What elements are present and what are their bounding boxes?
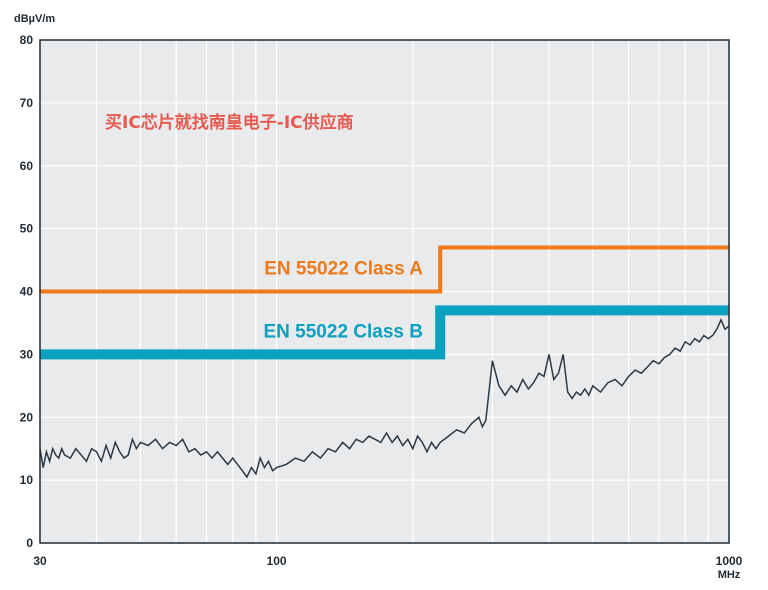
y-tick-label: 80 [20, 33, 34, 47]
y-tick-label: 70 [20, 96, 34, 110]
x-tick-label: 100 [267, 554, 287, 568]
labels: EN 55022 Class A EN 55022 Class B [264, 259, 424, 343]
y-tick-label: 60 [20, 159, 34, 173]
y-tick-label: 10 [20, 473, 34, 487]
y-tick-label: 20 [20, 410, 34, 424]
class-a-limit-line [40, 245, 729, 294]
x-axis-unit: MHz [718, 569, 741, 581]
class-a-label: EN 55022 Class A [264, 259, 423, 280]
axes: 0 10 20 30 40 50 60 70 80 30 100 1000 dBµV/m MHz [14, 13, 743, 581]
y-axis-unit: dBµV/m [14, 13, 55, 25]
watermark-text: 买IC芯片就找南皇电子-IC供应商 [105, 112, 354, 133]
y-tick-label: 50 [20, 222, 34, 236]
class-b-limit-line [40, 305, 729, 360]
x-tick-label: 1000 [716, 554, 743, 568]
series-layer [39, 245, 730, 479]
y-tick-label: 40 [20, 285, 34, 299]
measurement-line [39, 317, 730, 479]
plot-frame [39, 39, 730, 544]
x-tick-label: 30 [33, 554, 47, 568]
class-b-label: EN 55022 Class B [264, 321, 424, 342]
y-tick-label: 30 [20, 347, 34, 361]
y-tick-label: 0 [26, 536, 33, 550]
